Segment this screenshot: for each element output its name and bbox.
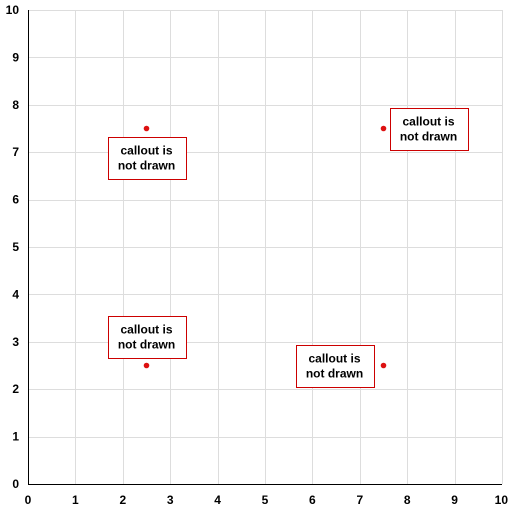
y-tick-label: 10 [6,3,20,17]
x-tick-label: 7 [356,493,363,507]
x-tick-label: 10 [495,493,509,507]
data-point [380,362,387,369]
data-point [143,125,150,132]
x-tick-label: 0 [25,493,32,507]
x-tick-label: 8 [404,493,411,507]
grid [28,10,503,484]
callout-label: callout is [120,144,172,158]
y-tick-label: 9 [12,50,19,64]
data-points [143,125,387,369]
data-point [143,362,150,369]
x-tick-label: 1 [72,493,79,507]
callout-label: not drawn [400,130,457,144]
tick-labels: 0 1 2 3 4 5 6 7 8 9 10 0 1 2 3 4 5 6 7 8 9 10 [6,3,509,507]
y-tick-label: 1 [12,430,19,444]
y-tick-label: 7 [12,145,19,159]
y-tick-label: 4 [12,287,19,301]
y-tick-label: 6 [12,193,19,207]
axes [28,10,502,485]
x-tick-label: 9 [451,493,458,507]
callout-box [108,316,187,359]
x-tick-label: 2 [119,493,126,507]
callout-label: not drawn [118,159,175,173]
y-tick-label: 5 [12,240,19,254]
y-tick-label: 3 [12,335,19,349]
y-tick-label: 8 [12,98,19,112]
x-tick-label: 3 [167,493,174,507]
callout-label: callout is [402,115,454,129]
callout-label: callout is [308,352,360,366]
x-tick-label: 4 [214,493,221,507]
callout-label: not drawn [306,367,363,381]
callout-box [296,345,375,388]
x-tick-label: 5 [262,493,269,507]
y-tick-label: 0 [12,477,19,491]
callout-label: not drawn [118,338,175,352]
callout-box [390,108,469,151]
y-tick-label: 2 [12,382,19,396]
x-tick-label: 6 [309,493,316,507]
data-point [380,125,387,132]
callout-label: callout is [120,323,172,337]
callout-box [108,137,187,180]
